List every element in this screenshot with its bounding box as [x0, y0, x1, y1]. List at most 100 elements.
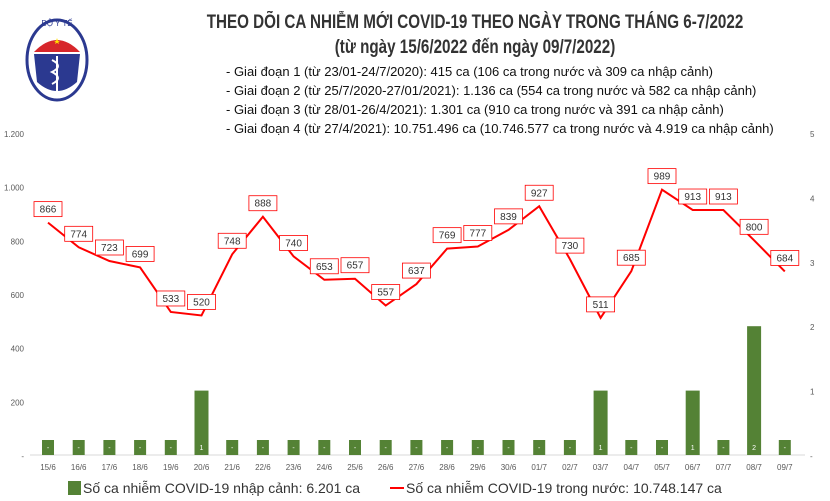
x-tick-label: 02/7: [562, 463, 578, 472]
data-label-box: [616, 249, 646, 266]
data-label-box: [33, 201, 63, 218]
bar-label: -: [477, 445, 480, 452]
data-label-box: [340, 257, 370, 274]
bar-label: -: [78, 445, 81, 452]
note-1: - Giai đoạn 1 (từ 23/01-24/7/2020): 415 …: [226, 64, 714, 79]
data-label-box: [156, 290, 186, 307]
svg-text:BỘ Y TẾ: BỘ Y TẾ: [41, 18, 72, 28]
data-label: 800: [746, 222, 763, 233]
data-label-box: [463, 225, 493, 241]
bar-label: -: [323, 445, 326, 452]
bar-label: 1: [200, 445, 204, 452]
data-label-box: [248, 195, 278, 212]
bar: [625, 440, 638, 455]
left-tick-label: 1.000: [4, 184, 25, 193]
data-label-box: [432, 227, 462, 244]
bar: [379, 440, 392, 455]
legend-bar-label: Số ca nhiễm COVID-19 nhập cảnh: 6.201 ca: [83, 480, 360, 496]
note-4: - Giai đoạn 4 (từ 27/4/2021): 10.751.496…: [226, 121, 774, 136]
data-label: 699: [132, 249, 149, 260]
data-label: 637: [408, 266, 425, 277]
x-tick-label: 25/6: [347, 463, 363, 472]
data-label-box: [309, 258, 339, 275]
x-tick-label: 08/7: [746, 463, 762, 472]
bar-label: 2: [752, 445, 756, 452]
bar-label: -: [507, 445, 510, 452]
data-label: 777: [469, 229, 486, 240]
chart-subtitle: (từ ngày 15/6/2022 đến ngày 09/7/2022): [334, 37, 616, 58]
bar: [103, 440, 116, 455]
line-series: [47, 188, 786, 320]
data-label: 839: [500, 212, 517, 223]
data-label: 769: [439, 231, 456, 242]
x-tick-label: 19/6: [163, 463, 179, 472]
bar-label: -: [354, 445, 357, 452]
data-label: 657: [347, 261, 364, 272]
data-label-box: [586, 296, 615, 313]
x-tick-label: 23/6: [286, 463, 302, 472]
left-tick-label: 1.200: [4, 130, 25, 139]
data-label-box: [279, 235, 309, 251]
bar: [563, 440, 576, 455]
data-label-box: [187, 294, 216, 310]
x-tick-label: 20/6: [194, 463, 210, 472]
chart-title: THEO DÕI CA NHIỄM MỚI COVID-19 THEO NGÀY…: [206, 12, 744, 33]
bar: [656, 440, 668, 455]
x-tick-label: 03/7: [593, 463, 609, 472]
data-label-box: [95, 239, 124, 256]
data-label-box: [770, 250, 800, 266]
right-tick-label: 3: [810, 259, 815, 268]
left-tick-label: 600: [11, 291, 25, 300]
data-label: 913: [715, 192, 732, 203]
data-label: 557: [377, 288, 394, 299]
data-label-box: [555, 237, 585, 254]
x-tick-label: 01/7: [531, 463, 547, 472]
bar-label: -: [415, 445, 418, 452]
x-tick-label: 21/6: [224, 463, 240, 472]
data-label: 866: [40, 205, 57, 216]
bar-label: -: [385, 445, 388, 452]
bar: [778, 440, 791, 455]
bar: [194, 390, 209, 455]
right-tick-label: 4: [810, 194, 815, 203]
data-label: 730: [562, 241, 579, 252]
data-label-box: [401, 262, 431, 279]
data-label-box: [678, 188, 708, 205]
bar: [42, 440, 54, 455]
data-label-box: [494, 208, 523, 225]
x-tick-label: 05/7: [654, 463, 670, 472]
x-tick-label: 15/6: [40, 463, 56, 472]
data-label: 511: [593, 300, 609, 311]
bar: [717, 440, 730, 455]
bar: [471, 440, 484, 455]
bar-label: -: [47, 445, 50, 452]
bar: [410, 440, 423, 455]
bar: [533, 440, 546, 455]
x-tick-label: 28/6: [439, 463, 455, 472]
left-tick-label: -: [21, 452, 24, 461]
x-tick-label: 29/6: [470, 463, 486, 472]
bar-label: -: [538, 445, 541, 452]
bar-label: -: [630, 445, 633, 452]
data-label: 653: [316, 262, 333, 273]
bar: [164, 440, 177, 455]
data-label-box: [709, 188, 738, 205]
bar: [747, 326, 762, 455]
data-label: 913: [684, 192, 701, 203]
data-label-box: [647, 168, 677, 185]
x-tick-label: 17/6: [102, 463, 118, 472]
bar: [349, 440, 361, 455]
bar: [502, 440, 515, 455]
bar-label: -: [170, 445, 173, 452]
data-label: 520: [193, 297, 210, 308]
left-tick-label: 200: [11, 398, 25, 407]
left-tick-label: 400: [11, 345, 25, 354]
right-tick-label: 5: [810, 130, 815, 139]
bar: [256, 440, 269, 455]
data-label-box: [217, 232, 247, 249]
bar-label: -: [292, 445, 295, 452]
legend-line-label: Số ca nhiễm COVID-19 trong nước: 10.748.…: [406, 480, 722, 496]
x-tick-label: 16/6: [71, 463, 87, 472]
data-label: 989: [654, 172, 671, 183]
bar: [72, 440, 85, 455]
